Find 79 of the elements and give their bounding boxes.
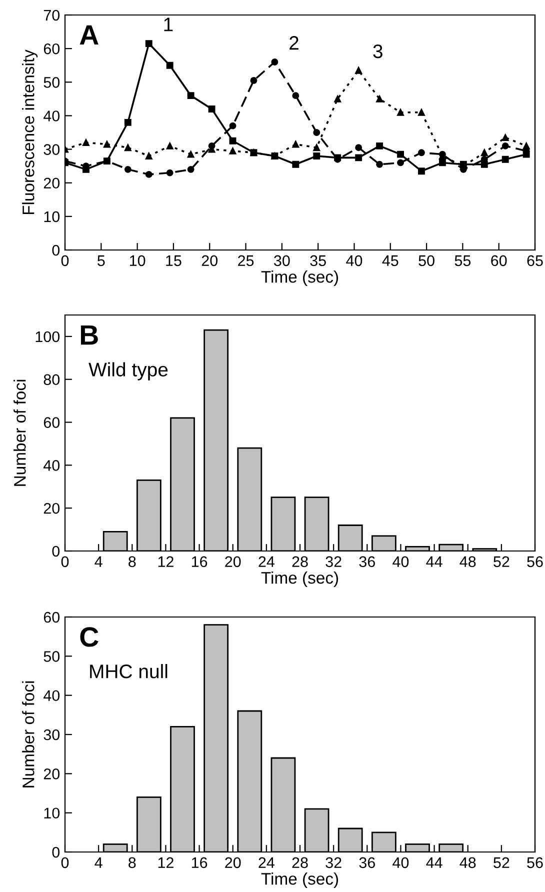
y-tick-label: 40	[44, 690, 60, 702]
x-tick-label: 65	[527, 255, 543, 266]
x-tick-label: 8	[128, 556, 136, 568]
x-tick-label: 40	[392, 556, 409, 568]
y-tick-label: 70	[44, 10, 60, 21]
y-tick-label: 20	[44, 502, 60, 514]
x-tick-label: 44	[426, 556, 442, 567]
series-label: 2	[290, 36, 298, 50]
x-tick-label: 24	[258, 556, 274, 567]
series-label: 3	[373, 44, 382, 58]
x-tick-label: 12	[158, 556, 174, 567]
chart-title: C	[80, 627, 98, 647]
x-axis-title: Time (sec)	[261, 571, 338, 588]
x-tick-label: 4	[94, 556, 102, 567]
x-tick-label: 56	[527, 857, 543, 868]
x-tick-label: 15	[166, 255, 182, 266]
x-tick-label: 52	[494, 857, 510, 868]
x-tick-label: 25	[238, 255, 254, 266]
text: MHC null	[90, 664, 168, 678]
x-axis-title: Time (sec)	[261, 270, 338, 286]
x-tick-label: 40	[392, 857, 409, 868]
chart-title: B	[80, 325, 98, 345]
x-tick-label: 35	[310, 255, 326, 266]
x-axis-title: Time (sec)	[261, 872, 338, 888]
text: Wild type	[88, 362, 168, 380]
y-axis-title: Fluorescence intensity	[22, 50, 38, 214]
x-tick-label: 28	[292, 556, 308, 568]
x-tick-label: 28	[292, 857, 308, 868]
y-tick-label: 20	[44, 768, 60, 780]
x-tick-label: 8	[128, 857, 136, 868]
x-tick-label: 52	[494, 556, 510, 568]
y-tick-label: 20	[44, 178, 60, 189]
x-tick-label: 20	[202, 255, 218, 266]
x-tick-label: 16	[192, 857, 208, 868]
x-tick-label: 16	[192, 556, 208, 568]
x-tick-label: 24	[258, 857, 274, 868]
chart-title: A	[80, 25, 98, 45]
y-tick-label: 100	[36, 331, 60, 342]
x-tick-label: 10	[130, 255, 146, 266]
x-tick-label: 50	[418, 255, 434, 266]
y-tick-label: 30	[44, 729, 60, 740]
y-tick-label: 40	[44, 460, 60, 471]
y-tick-label: 10	[44, 211, 60, 222]
y-tick-label: 80	[44, 374, 60, 386]
x-tick-label: 30	[274, 255, 290, 266]
x-tick-label: 45	[382, 255, 398, 266]
series-label: 1	[164, 18, 173, 32]
x-tick-label: 48	[460, 857, 476, 868]
x-tick-label: 4	[94, 857, 102, 868]
x-tick-label: 56	[527, 556, 543, 568]
y-tick-label: 30	[44, 144, 60, 155]
x-tick-label: 36	[359, 857, 375, 868]
y-tick-label: 60	[44, 43, 60, 54]
x-tick-label: 20	[225, 556, 241, 568]
x-tick-label: 32	[326, 556, 342, 568]
y-tick-label: 40	[44, 110, 60, 122]
x-tick-label: 55	[454, 255, 471, 266]
y-tick-label: 0	[52, 846, 60, 858]
x-tick-label: 40	[346, 255, 362, 266]
x-tick-label: 60	[491, 255, 507, 266]
x-tick-label: 12	[158, 857, 174, 868]
x-tick-label: 0	[61, 556, 69, 568]
y-axis-title: Number of foci	[22, 681, 34, 788]
x-tick-label: 44	[426, 857, 442, 868]
x-tick-label: 36	[359, 556, 375, 568]
y-tick-label: 10	[44, 808, 60, 819]
x-tick-label: 20	[225, 857, 241, 868]
y-tick-label: 50	[44, 651, 60, 662]
y-tick-label: 60	[44, 417, 60, 428]
y-tick-label: 50	[44, 77, 60, 88]
y-tick-label: 0	[52, 546, 60, 557]
x-tick-label: 48	[460, 556, 476, 568]
x-tick-label: 5	[98, 255, 105, 266]
x-tick-label: 0	[61, 255, 69, 266]
y-axis-title: Number of foci	[14, 380, 26, 486]
y-tick-label: 0	[52, 244, 60, 256]
x-tick-label: 32	[326, 857, 342, 868]
y-tick-label: 60	[44, 612, 60, 623]
x-tick-label: 0	[61, 857, 69, 868]
